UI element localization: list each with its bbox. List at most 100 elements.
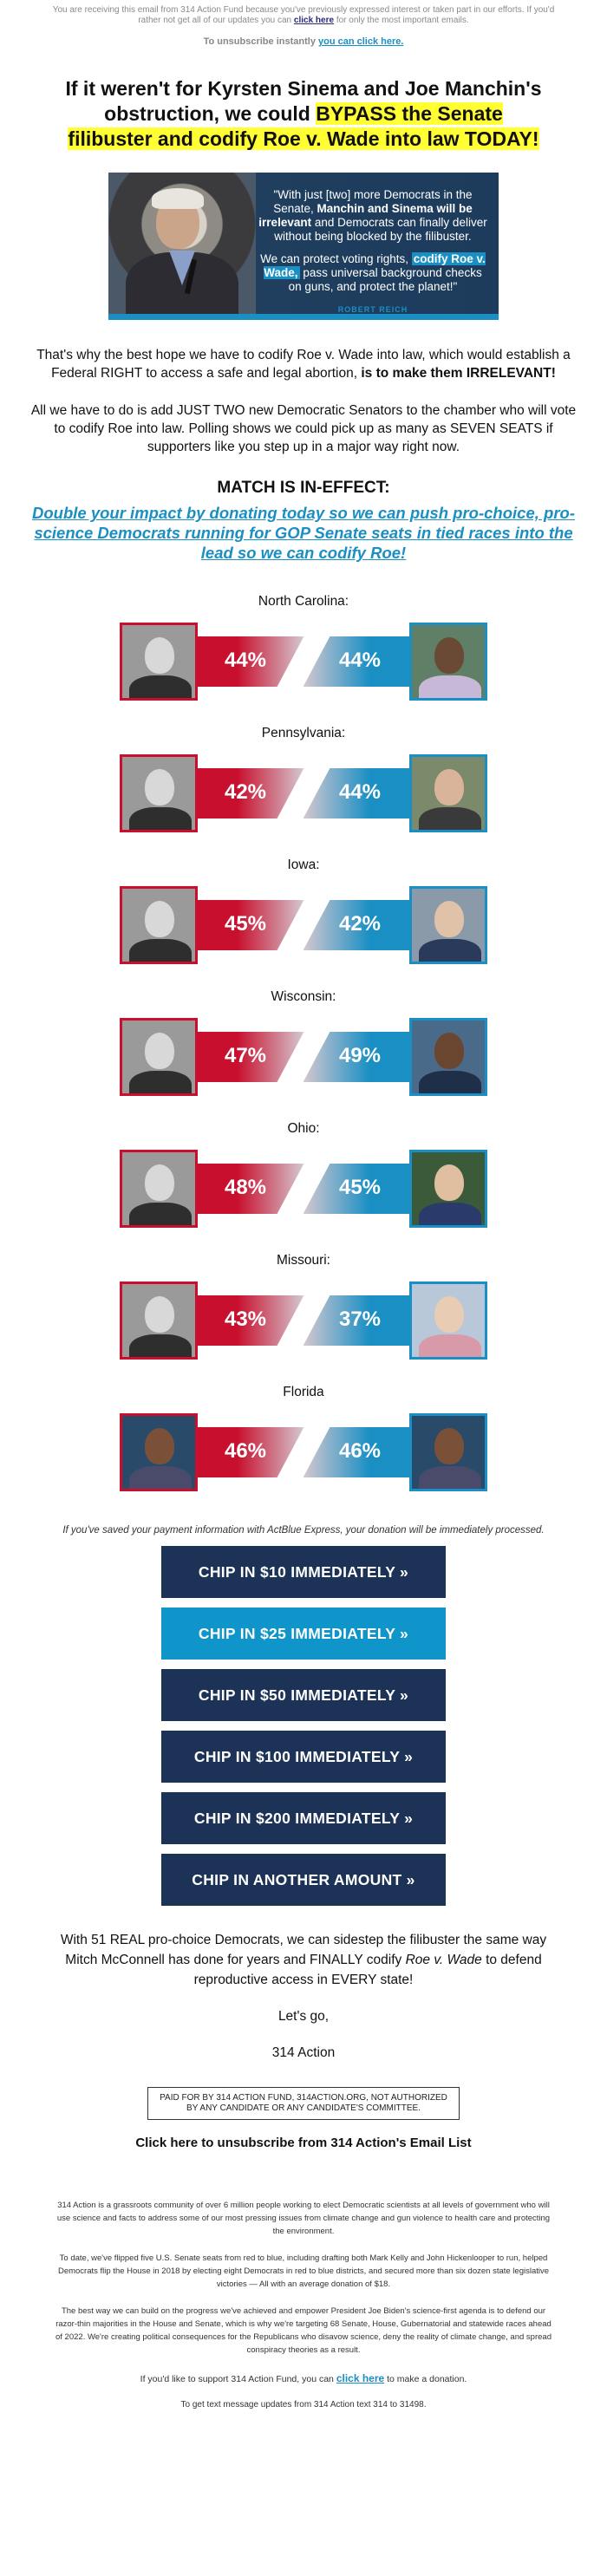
email-body: You are receiving this email from 314 Ac… (0, 0, 607, 2410)
chip-in-button-0[interactable]: CHIP IN $10 IMMEDIATELY » (161, 1546, 446, 1598)
republican-percent: 48% (224, 1176, 267, 1199)
sender-name: 314 Action (271, 2045, 336, 2060)
footer-track-record: To date, we've flipped five U.S. Senate … (57, 2253, 550, 2289)
paragraph-codify-text: That's why the best hope we have to codi… (36, 348, 571, 381)
democrat-percent: 42% (338, 912, 382, 936)
footer-support-a: If you'd like to support 314 Action Fund… (140, 2374, 334, 2384)
race-polling-bar: 43% 37% (120, 1281, 487, 1360)
hero-quote-text: "With just [two] more Democrats in the S… (256, 188, 490, 314)
preheader-text: You are receiving this email from 314 Ac… (52, 5, 555, 25)
democrat-percent: 44% (338, 780, 382, 804)
preheader-click-here-link[interactable]: click here (293, 16, 335, 25)
races-list: North Carolina: 44% 44% Pennsylvania: 42% 44%… (0, 594, 607, 1516)
republican-candidate-photo (120, 623, 198, 701)
race-state: Pennsylvania: (261, 726, 346, 740)
race-row: Pennsylvania: 42% 44% (0, 726, 607, 858)
quote2-a: We can protect voting rights, (260, 252, 409, 265)
footer-support: If you'd like to support 314 Action Fund… (0, 2372, 607, 2384)
actblue-note: If you've saved your payment information… (62, 1525, 545, 1536)
race-polling-bar: 47% 49% (120, 1018, 487, 1096)
race-row: Iowa: 45% 42% (0, 858, 607, 989)
democrat-percent: 49% (338, 1044, 382, 1067)
match-donate-link[interactable]: Double your impact by donating today so … (32, 504, 575, 562)
race-state: Wisconsin: (271, 989, 336, 1004)
democrat-percent: 37% (338, 1308, 382, 1331)
chip-in-button-1[interactable]: CHIP IN $25 IMMEDIATELY » (161, 1608, 446, 1660)
match-title: MATCH IS IN-EFFECT: (217, 479, 390, 497)
quote-signature: ROBERT REICH (337, 305, 408, 314)
closing-b: to defend reproductive access in EVERY s… (193, 1953, 542, 1987)
quote1-b: Manchin and Sinema will be irrelevant (258, 202, 473, 229)
footer-about: 314 Action is a grassroots community of … (56, 2201, 551, 2236)
republican-candidate-photo (120, 754, 198, 832)
race-row: Wisconsin: 47% 49% (0, 989, 607, 1121)
footer-support-b: to make a donation. (387, 2374, 467, 2384)
preheader: You are receiving this email from 314 Ac… (0, 0, 607, 26)
race-polling-bar: 45% 42% (120, 886, 487, 964)
race-row: North Carolina: 44% 44% (0, 594, 607, 726)
race-polling-bar: 48% 45% (120, 1150, 487, 1228)
paragraph-two-senators: All we have to do is add JUST TWO new De… (30, 403, 577, 454)
republican-percent: 43% (224, 1308, 267, 1331)
race-state: Missouri: (276, 1253, 330, 1268)
democrat-candidate-photo (409, 1150, 487, 1228)
paid-for-disclaimer: PAID FOR BY 314 ACTION FUND, 314ACTION.O… (147, 2087, 460, 2120)
democrat-percent: 46% (338, 1439, 382, 1463)
footer-sms: To get text message updates from 314 Act… (180, 2400, 427, 2410)
republican-percent: 46% (224, 1439, 267, 1463)
closing-a: With 51 REAL pro-choice Democrats, we ca… (60, 1933, 547, 1967)
headline: If it weren't for Kyrsten Sinema and Joe… (61, 76, 546, 152)
republican-candidate-photo (120, 1150, 198, 1228)
unsubscribe-top-prefix: To unsubscribe instantly (203, 36, 316, 47)
closing-paragraph: With 51 REAL pro-choice Democrats, we ca… (43, 1930, 564, 1990)
chip-in-button-4[interactable]: CHIP IN $200 IMMEDIATELY » (161, 1792, 446, 1844)
hero-quote-banner[interactable]: "With just [two] more Democrats in the S… (108, 173, 499, 320)
lets-go: Let's go, (277, 2009, 330, 2024)
democrat-candidate-photo (409, 886, 487, 964)
republican-percent: 47% (224, 1044, 267, 1067)
unsubscribe-top: To unsubscribe instantly you can click h… (0, 36, 607, 47)
democrat-candidate-photo (409, 1018, 487, 1096)
republican-percent: 45% (224, 912, 267, 936)
robert-reich-photo (108, 173, 256, 314)
democrat-percent: 44% (338, 649, 382, 672)
race-row: Ohio: 48% 45% (0, 1121, 607, 1253)
race-row: Florida 46% 46% (0, 1385, 607, 1516)
donation-buttons: CHIP IN $10 IMMEDIATELY » CHIP IN $25 IMM… (0, 1546, 607, 1906)
democrat-percent: 45% (338, 1176, 382, 1199)
quote2-c: pass universal background checks on guns… (288, 266, 482, 293)
closing-italic: Roe v. Wade (405, 1953, 482, 1967)
republican-candidate-photo (120, 1018, 198, 1096)
unsubscribe-bottom-link[interactable]: Click here to unsubscribe from 314 Actio… (135, 2136, 472, 2150)
headline-highlight: BYPASS the Senate filibuster and codify … (68, 102, 539, 150)
footer-agenda: The best way we can build on the progres… (55, 2306, 552, 2355)
footer-support-link[interactable]: click here (336, 2372, 385, 2384)
democrat-candidate-photo (409, 1281, 487, 1360)
quote1-a: "With just [two] more Democrats in the S… (273, 188, 473, 215)
chip-in-button-5[interactable]: CHIP IN ANOTHER AMOUNT » (161, 1854, 446, 1906)
headline-part1: If it weren't for Kyrsten Sinema and Joe… (65, 77, 542, 125)
quote1-c: and Democrats can finally deliver withou… (274, 216, 487, 243)
paragraph-codify: That's why the best hope we have to codi… (26, 346, 581, 382)
race-state: Iowa: (287, 858, 320, 872)
paid-for-text: PAID FOR BY 314 ACTION FUND, 314ACTION.O… (160, 2093, 447, 2113)
republican-candidate-photo (120, 886, 198, 964)
democrat-candidate-photo (409, 623, 487, 701)
race-row: Missouri: 43% 37% (0, 1253, 607, 1385)
chip-in-button-3[interactable]: CHIP IN $100 IMMEDIATELY » (161, 1731, 446, 1783)
race-polling-bar: 44% 44% (120, 623, 487, 701)
republican-percent: 44% (224, 649, 267, 672)
republican-candidate-photo (120, 1413, 198, 1491)
democrat-candidate-photo (409, 1413, 487, 1491)
race-state: Florida (283, 1385, 324, 1399)
race-polling-bar: 42% 44% (120, 754, 487, 832)
republican-percent: 42% (224, 780, 267, 804)
paragraph-codify-bold: is to make them IRRELEVANT! (361, 366, 556, 381)
democrat-candidate-photo (409, 754, 487, 832)
chip-in-button-2[interactable]: CHIP IN $50 IMMEDIATELY » (161, 1669, 446, 1721)
republican-candidate-photo (120, 1281, 198, 1360)
unsubscribe-top-link[interactable]: you can click here. (318, 36, 404, 47)
race-polling-bar: 46% 46% (120, 1413, 487, 1491)
preheader-after: for only the most important emails. (336, 16, 469, 25)
race-state: North Carolina: (258, 594, 349, 609)
